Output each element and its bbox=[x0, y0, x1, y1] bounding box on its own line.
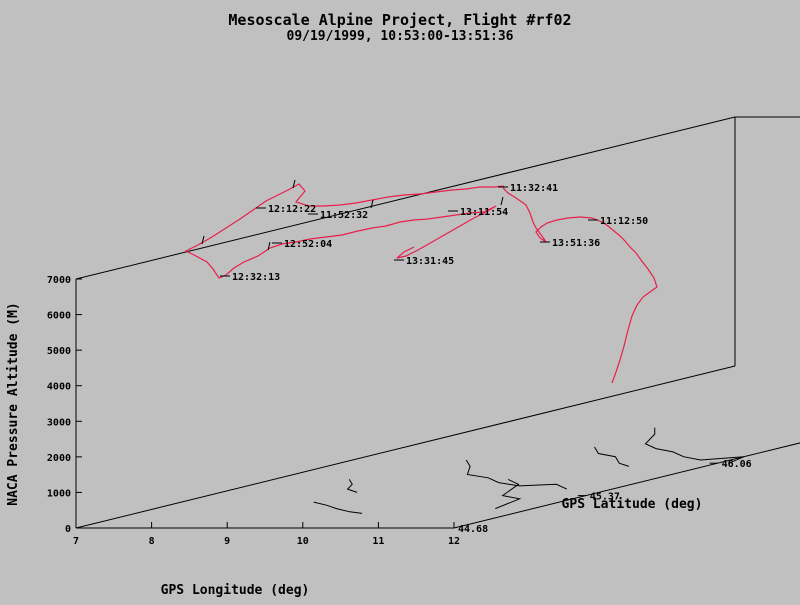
y-axis-label: GPS Latitude (deg) bbox=[562, 497, 703, 512]
x-axis-label: GPS Longitude (deg) bbox=[161, 583, 310, 598]
track-marker bbox=[292, 179, 296, 189]
track-marker bbox=[370, 199, 374, 209]
coastline-map bbox=[313, 427, 745, 514]
z-tick-label: 3000 bbox=[47, 417, 71, 428]
time-label: 11:52:32 bbox=[320, 210, 368, 221]
box-edge-6 bbox=[75, 116, 736, 280]
axis-box bbox=[75, 116, 800, 529]
box-edge-2 bbox=[453, 442, 800, 529]
coastline-segment bbox=[495, 478, 522, 510]
y-tick-label: 45.37 bbox=[590, 492, 620, 503]
coastline-segment bbox=[346, 479, 358, 493]
x-tick-label: 8 bbox=[149, 536, 155, 547]
z-axis-label: NACA Pressure Altitude (M) bbox=[6, 302, 21, 506]
x-tick-label: 12 bbox=[448, 536, 460, 547]
x-tick-label: 9 bbox=[224, 536, 230, 547]
z-tick-label: 7000 bbox=[47, 275, 71, 286]
flight-track-line bbox=[184, 183, 658, 384]
track-marker bbox=[267, 241, 271, 251]
z-tick-label: 1000 bbox=[47, 488, 71, 499]
z-tick-label: 5000 bbox=[47, 346, 71, 357]
x-tick-label: 11 bbox=[372, 536, 384, 547]
z-tick-label: 6000 bbox=[47, 311, 71, 322]
coastline-segment bbox=[644, 427, 745, 464]
box-edge-1 bbox=[75, 365, 736, 529]
time-label: 12:52:04 bbox=[284, 239, 332, 250]
z-tick-label: 2000 bbox=[47, 453, 71, 464]
track-marker bbox=[201, 235, 205, 245]
x-tick-label: 7 bbox=[73, 536, 79, 547]
z-tick-label: 4000 bbox=[47, 382, 71, 393]
y-tick-label: 46.06 bbox=[722, 459, 752, 470]
y-tick-label: 44.68 bbox=[458, 524, 488, 535]
time-label: 12:12:22 bbox=[268, 204, 316, 215]
track-marker bbox=[500, 196, 504, 206]
coastline-segment bbox=[313, 501, 363, 514]
coastline-segment bbox=[594, 446, 629, 467]
time-label: 13:31:45 bbox=[406, 256, 454, 267]
x-tick-label: 10 bbox=[297, 536, 309, 547]
axis-ticks: 78910111244.6845.3746.0646.7447.4348.120… bbox=[47, 275, 752, 547]
time-label: 11:32:41 bbox=[510, 183, 558, 194]
time-label: 12:32:13 bbox=[232, 272, 280, 283]
z-tick-label: 0 bbox=[65, 524, 71, 535]
time-label: 13:11:54 bbox=[460, 207, 508, 218]
time-label: 13:51:36 bbox=[552, 238, 600, 249]
coastline-segment bbox=[465, 459, 568, 490]
chart-subtitle: 09/19/1999, 10:53:00-13:51:36 bbox=[287, 29, 514, 44]
chart-title: Mesoscale Alpine Project, Flight #rf02 bbox=[228, 11, 571, 29]
flight-track bbox=[184, 179, 658, 384]
time-label: 11:12:50 bbox=[600, 216, 648, 227]
